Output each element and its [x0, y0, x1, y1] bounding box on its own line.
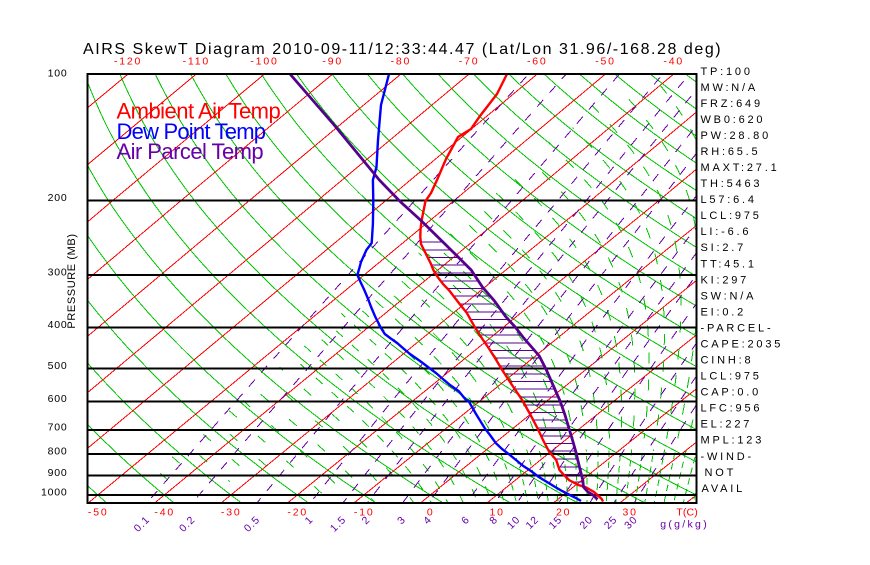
svg-text:LI:-6.6: LI:-6.6 — [701, 226, 752, 238]
svg-text:AVAIL: AVAIL — [702, 483, 746, 495]
svg-text:PW:28.80: PW:28.80 — [701, 130, 772, 142]
svg-text:700: 700 — [48, 421, 68, 433]
svg-text:800: 800 — [48, 446, 68, 458]
svg-text:-80: -80 — [391, 56, 412, 68]
svg-text:-110: -110 — [183, 56, 210, 68]
svg-text:AIRS SkewT Diagram 2010-09-11/: AIRS SkewT Diagram 2010-09-11/12:33:44.4… — [83, 41, 722, 58]
svg-text:-100: -100 — [250, 56, 278, 68]
svg-text:Dew Point Temp: Dew Point Temp — [117, 119, 266, 144]
svg-text:TH:5463: TH:5463 — [701, 178, 763, 190]
svg-text:Ambient Air Temp: Ambient Air Temp — [117, 99, 281, 124]
svg-text:-50: -50 — [595, 56, 616, 68]
svg-text:-40: -40 — [154, 507, 175, 519]
svg-text:-40: -40 — [663, 56, 684, 68]
svg-text:-50: -50 — [88, 507, 109, 519]
svg-text:CINH:8: CINH:8 — [701, 355, 754, 367]
svg-text:MPL:123: MPL:123 — [701, 435, 765, 447]
svg-text:MAXT:27.1: MAXT:27.1 — [701, 162, 780, 174]
svg-text:100: 100 — [48, 68, 68, 80]
svg-text:T(C): T(C) — [676, 507, 698, 519]
svg-text:KI:297: KI:297 — [701, 274, 750, 286]
svg-text:-10: -10 — [354, 507, 375, 519]
svg-text:PRESSURE (MB): PRESSURE (MB) — [66, 233, 78, 328]
svg-text:SI:2.7: SI:2.7 — [701, 242, 747, 254]
svg-text:Air Parcel Temp: Air Parcel Temp — [117, 139, 264, 164]
svg-text:RH:65.5: RH:65.5 — [701, 146, 761, 158]
svg-text:NOT: NOT — [705, 467, 737, 479]
svg-text:1000: 1000 — [41, 487, 68, 499]
svg-text:-90: -90 — [322, 56, 343, 68]
svg-text:FRZ:649: FRZ:649 — [701, 98, 763, 110]
svg-text:LCL:975: LCL:975 — [701, 371, 762, 383]
svg-text:900: 900 — [48, 467, 68, 479]
svg-text:LFC:956: LFC:956 — [701, 403, 763, 415]
svg-text:EI:0.2: EI:0.2 — [701, 306, 747, 318]
svg-text:TT:45.1: TT:45.1 — [701, 258, 757, 270]
svg-text:500: 500 — [48, 360, 68, 372]
svg-text:400: 400 — [48, 319, 68, 331]
svg-text:20: 20 — [556, 507, 571, 519]
svg-text:300: 300 — [48, 266, 68, 278]
svg-text:-WIND-: -WIND- — [701, 451, 754, 463]
svg-text:CAP:0.0: CAP:0.0 — [701, 387, 762, 399]
svg-text:10: 10 — [490, 507, 505, 519]
svg-text:TP:100: TP:100 — [701, 66, 753, 78]
svg-text:SW:N/A: SW:N/A — [701, 290, 757, 302]
svg-text:MW:N/A: MW:N/A — [701, 82, 759, 94]
svg-text:600: 600 — [48, 393, 68, 405]
svg-text:WB0:620: WB0:620 — [701, 114, 766, 126]
svg-text:-20: -20 — [287, 507, 308, 519]
svg-text:LCL:975: LCL:975 — [701, 210, 762, 222]
svg-text:L57:6.4: L57:6.4 — [701, 194, 757, 206]
svg-text:-30: -30 — [221, 507, 242, 519]
svg-text:-70: -70 — [459, 56, 480, 68]
svg-text:-120: -120 — [114, 56, 142, 68]
svg-text:CAPE:2035: CAPE:2035 — [701, 339, 784, 351]
svg-text:200: 200 — [48, 192, 68, 204]
svg-text:-60: -60 — [527, 56, 548, 68]
svg-text:g(g/kg): g(g/kg) — [660, 519, 709, 531]
svg-text:0: 0 — [427, 507, 435, 519]
svg-text:-PARCEL-: -PARCEL- — [701, 322, 774, 334]
svg-text:30: 30 — [623, 507, 638, 519]
svg-text:EL:227: EL:227 — [701, 419, 753, 431]
